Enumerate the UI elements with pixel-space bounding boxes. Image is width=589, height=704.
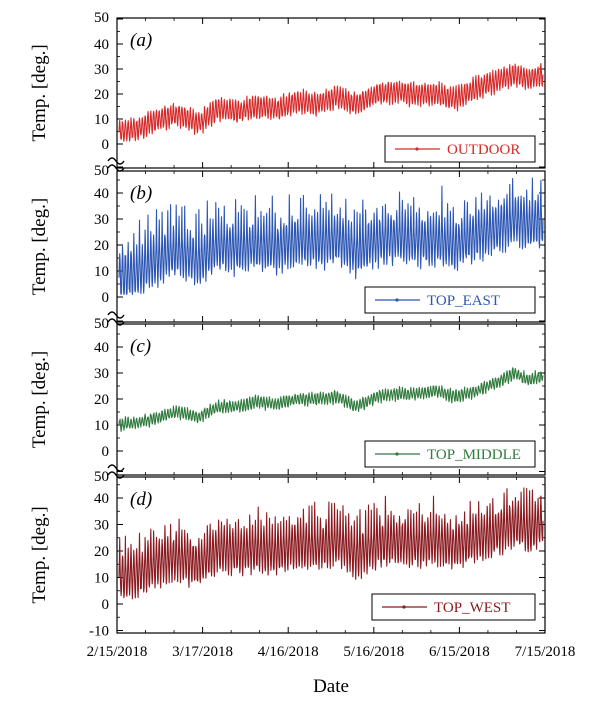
- x-axis-label: Date: [313, 676, 349, 697]
- x-tick-label: 4/16/2018: [258, 644, 319, 660]
- legend-entry: TOP_WEST: [434, 600, 510, 616]
- y-axis-label: Temp. [deg.]: [29, 351, 50, 448]
- y-tick-label: 30: [94, 366, 109, 382]
- panel-c: 50 40 30 20 10 0 Temp. [deg.] (c) TOP_MIDDLE: [29, 316, 546, 479]
- y-tick-label: -10: [89, 624, 109, 640]
- x-tick-label: 2/15/2018: [87, 644, 148, 660]
- y-tick-label: 10: [94, 571, 109, 587]
- legend-marker: [415, 147, 419, 151]
- y-tick-label: 10: [94, 418, 109, 434]
- x-tick-label: 6/15/2018: [429, 644, 490, 660]
- y-axis-label: Temp. [deg.]: [29, 506, 50, 603]
- y-axis-label: Temp. [deg.]: [29, 198, 50, 295]
- y-tick-label: 50: [94, 10, 109, 26]
- legend-entry: TOP_MIDDLE: [427, 447, 521, 463]
- y-axis-label: Temp. [deg.]: [29, 44, 50, 141]
- legend: TOP_WEST: [371, 593, 536, 621]
- axis-break-mark: [107, 464, 125, 472]
- y-tick-label: 0: [102, 137, 110, 153]
- panel-label: (d): [130, 489, 152, 510]
- y-tick-label: 0: [102, 290, 110, 306]
- panel-label: (c): [130, 336, 151, 357]
- y-tick-label: 50: [94, 163, 109, 179]
- y-tick-label: 40: [94, 491, 109, 507]
- legend-marker: [402, 605, 406, 609]
- panel-label: (a): [130, 30, 152, 51]
- series-line-top-middle: [118, 367, 544, 432]
- series-line-top-east: [118, 177, 544, 295]
- legend: TOP_MIDDLE: [364, 440, 536, 468]
- legend-entry: OUTDOOR: [447, 142, 520, 158]
- x-tick-label: 5/16/2018: [343, 644, 404, 660]
- panel-d: 50 40 30 20 10 0 -10 Temp. [deg.] (d) TOP_WEST: [29, 469, 546, 640]
- legend-entry: TOP_EAST: [427, 293, 500, 309]
- y-tick-label: 20: [94, 544, 109, 560]
- plot-frame: [116, 170, 546, 323]
- legend: TOP_EAST: [364, 286, 536, 314]
- axis-break-mark: [107, 311, 125, 319]
- axis-break-mark: [107, 157, 125, 165]
- y-tick-label: 10: [94, 264, 109, 280]
- y-tick-label: 10: [94, 112, 109, 128]
- y-tick-label: 30: [94, 518, 109, 534]
- plot-frame: [116, 17, 546, 169]
- legend-marker: [395, 452, 399, 456]
- y-tick-label: 0: [102, 444, 110, 460]
- panel-b: 50 40 30 20 10 0 Temp. [deg.] (b) TOP_EAST: [29, 163, 546, 326]
- y-tick-label: 20: [94, 87, 109, 103]
- legend-marker: [395, 298, 399, 302]
- y-tick-label: 30: [94, 212, 109, 228]
- plot-frame: [116, 476, 546, 634]
- y-tick-label: 40: [94, 37, 109, 53]
- y-tick-label: 50: [94, 469, 109, 485]
- x-tick-label: 7/15/2018: [515, 644, 576, 660]
- y-tick-label: 30: [94, 62, 109, 78]
- y-tick-label: 40: [94, 186, 109, 202]
- y-tick-label: 0: [102, 597, 110, 613]
- panel-a: 50 40 30 20 10 0 Temp. [deg.] (a) OUTDOOR: [29, 10, 546, 172]
- y-tick-label: 40: [94, 340, 109, 356]
- panel-label: (b): [130, 183, 152, 204]
- legend: OUTDOOR: [384, 135, 536, 163]
- y-tick-label: 20: [94, 238, 109, 254]
- y-tick-label: 50: [94, 316, 109, 332]
- series-line-outdoor: [118, 63, 544, 142]
- series-line-top-west: [118, 487, 544, 600]
- x-tick-label: 3/17/2018: [172, 644, 233, 660]
- y-tick-label: 20: [94, 392, 109, 408]
